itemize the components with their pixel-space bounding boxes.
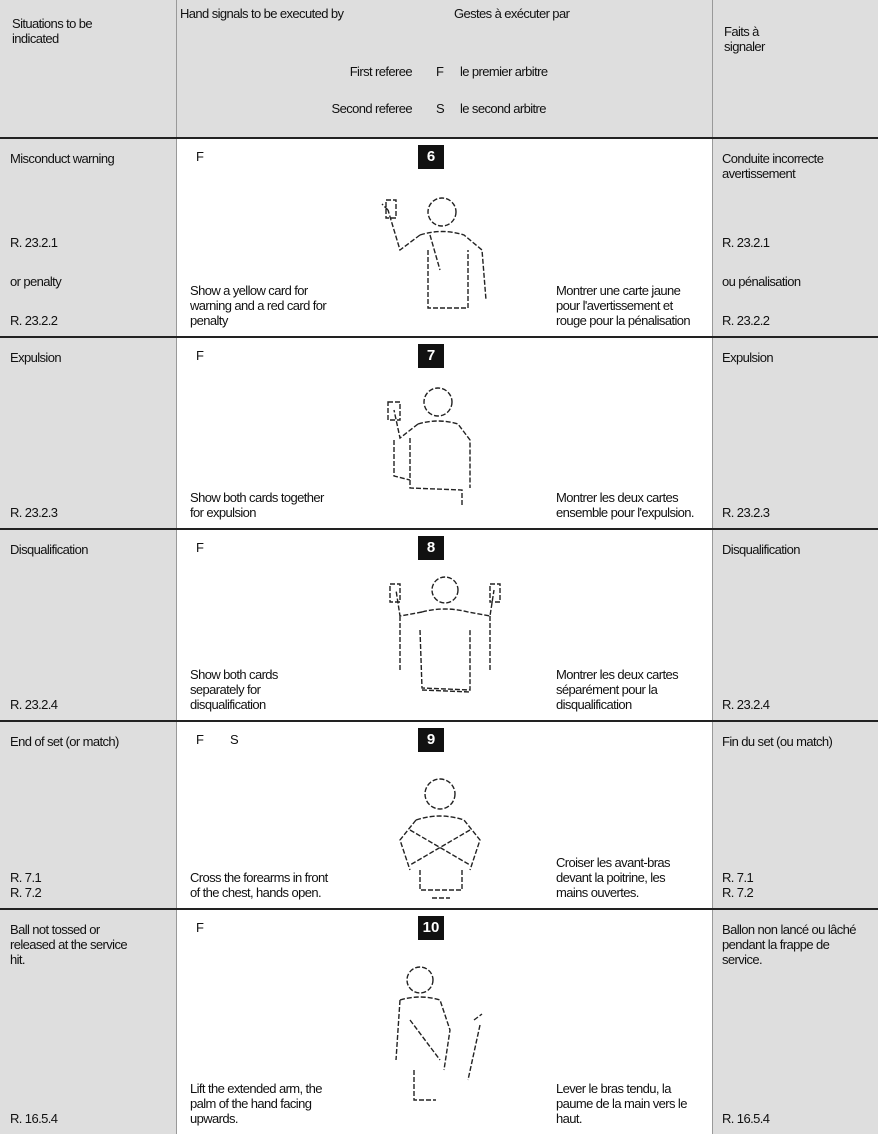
header-hand-signals: Hand signals to be executed by	[180, 6, 344, 21]
situation-fr: Fin du set (ou match)	[722, 734, 833, 749]
header-first-code: F	[436, 64, 444, 79]
rule-ref: or penalty	[10, 274, 62, 289]
figure	[381, 197, 487, 309]
signal-number: 10	[418, 916, 444, 940]
figure	[389, 576, 501, 693]
situation-fr: Disqualification	[722, 542, 800, 557]
figure	[399, 778, 481, 899]
signal-fr: Montrer les deux cartes séparément pour …	[556, 667, 679, 712]
signal-number: 8	[418, 536, 444, 560]
signal-fr: Montrer une carte jaune pour l'avertisse…	[556, 283, 691, 328]
referee-code: S	[230, 732, 239, 747]
notes-fr: R. 7.1 R. 7.2	[722, 870, 870, 900]
table-row: Misconduct warning R. 23.2.1 or penalty R. …	[0, 137, 878, 336]
rule-ref: R. 7.1	[10, 870, 42, 885]
situation-en: Disqualification	[10, 542, 88, 557]
left-column-bg	[0, 0, 177, 1134]
referee-code: F	[196, 732, 204, 747]
table-row: End of set (or match) R. 7.1 R. 7.2 Fin du …	[0, 720, 878, 908]
signal-en: Show both cards together for expulsion	[190, 490, 324, 520]
figure	[395, 966, 483, 1101]
rule-ref: R. 23.2.1	[10, 235, 58, 250]
signal-number: 9	[418, 728, 444, 752]
signal-en: Cross the forearms in front of the chest…	[190, 870, 328, 900]
situation-fr: Ballon non lancé ou lâché pendant la fra…	[722, 922, 857, 967]
rule-ref: R. 7.1	[722, 870, 754, 885]
rule-ref: R. 23.2.3	[10, 505, 58, 520]
notes-en: R. 7.1 R. 7.2	[10, 870, 168, 900]
situation-en: End of set (or match)	[10, 734, 119, 749]
rule-ref: R. 16.5.4	[722, 1111, 770, 1126]
rule-ref: R. 23.2.4	[722, 697, 770, 712]
notes-fr: R. 23.2.3	[722, 505, 870, 520]
situation-cell: Ballon non lancé ou lâché pendant la fra…	[712, 910, 878, 1134]
signal-en: Lift the extended arm, the palm of the h…	[190, 1081, 322, 1126]
situation-cell: Disqualification R. 23.2.4	[0, 530, 176, 720]
signal-fr: Montrer les deux cartes ensemble pour l'…	[556, 490, 695, 520]
table-row: Ball not tossed or released at the servi…	[0, 908, 878, 1134]
signal-number: 7	[418, 344, 444, 368]
rule-ref: R. 7.2	[722, 885, 754, 900]
notes-fr: R. 23.2.1 ou pénalisation R. 23.2.2	[722, 235, 870, 328]
situation-fr: Conduite incorrecte avertissement	[722, 151, 824, 181]
referee-code: F	[196, 540, 204, 555]
notes-fr: R. 16.5.4	[722, 1111, 870, 1126]
situation-en: Expulsion	[10, 350, 62, 365]
notes-en: R. 23.2.3	[10, 505, 168, 520]
notes-fr: R. 23.2.4	[722, 697, 870, 712]
situation-cell: Expulsion R. 23.2.3	[0, 338, 176, 528]
header-gestes: Gestes à exécuter par	[454, 6, 570, 21]
referee-code: F	[196, 920, 204, 935]
header-second-referee: Second referee	[331, 101, 413, 116]
signal-en: Show a yellow card for warning and a red…	[190, 283, 327, 328]
situation-cell: Disqualification R. 23.2.4	[712, 530, 878, 720]
rule-ref: R. 23.2.1	[722, 235, 770, 250]
rule-ref: R. 23.2.3	[722, 505, 770, 520]
header-situations: Situations to be indicated	[12, 16, 93, 46]
signal-en: Show both cards separately for disqualif…	[190, 667, 278, 712]
divider	[712, 0, 713, 137]
notes-en: R. 23.2.4	[10, 697, 168, 712]
header-faits: Faits à signaler	[724, 24, 765, 54]
situation-cell: Misconduct warning R. 23.2.1 or penalty R. …	[0, 139, 176, 336]
table-row: Disqualification R. 23.2.4 Disqualificatio…	[0, 528, 878, 720]
signal-fr: Lever le bras tendu, la paume de la main…	[556, 1081, 687, 1126]
header-first-fr: le premier arbitre	[460, 64, 548, 79]
situation-cell: Conduite incorrecte avertissement R. 23.2…	[712, 139, 878, 336]
header-second-code: S	[436, 101, 445, 116]
header-bg	[0, 0, 878, 137]
right-column-bg	[712, 0, 878, 1134]
referee-code: F	[196, 149, 204, 164]
rule-ref: R. 23.2.4	[10, 697, 58, 712]
header-second-fr: le second arbitre	[460, 101, 547, 116]
rule-ref: R. 23.2.2	[10, 313, 58, 328]
situation-cell: Expulsion R. 23.2.3	[712, 338, 878, 528]
situation-cell: End of set (or match) R. 7.1 R. 7.2	[0, 722, 176, 908]
referee-code: F	[196, 348, 204, 363]
situation-cell: Fin du set (ou match) R. 7.1 R. 7.2	[712, 722, 878, 908]
situation-fr: Expulsion	[722, 350, 774, 365]
rule-ref: R. 23.2.2	[722, 313, 770, 328]
figure	[387, 387, 471, 506]
notes-en: R. 23.2.1 or penalty R. 23.2.2	[10, 235, 168, 328]
situation-en: Ball not tossed or released at the servi…	[10, 922, 128, 967]
notes-en: R. 16.5.4	[10, 1111, 168, 1126]
header-first-referee: First referee	[349, 64, 413, 79]
table-row: Expulsion R. 23.2.3 Expulsion R. 23.2.3 F 7 Sh…	[0, 336, 878, 528]
divider	[176, 0, 177, 137]
rule-ref: R. 16.5.4	[10, 1111, 58, 1126]
rule-ref: ou pénalisation	[722, 274, 801, 289]
signal-number: 6	[418, 145, 444, 169]
situation-cell: Ball not tossed or released at the servi…	[0, 910, 176, 1134]
signal-fr: Croiser les avant-bras devant la poitrin…	[556, 855, 671, 900]
situation-en: Misconduct warning	[10, 151, 115, 166]
rule-ref: R. 7.2	[10, 885, 42, 900]
